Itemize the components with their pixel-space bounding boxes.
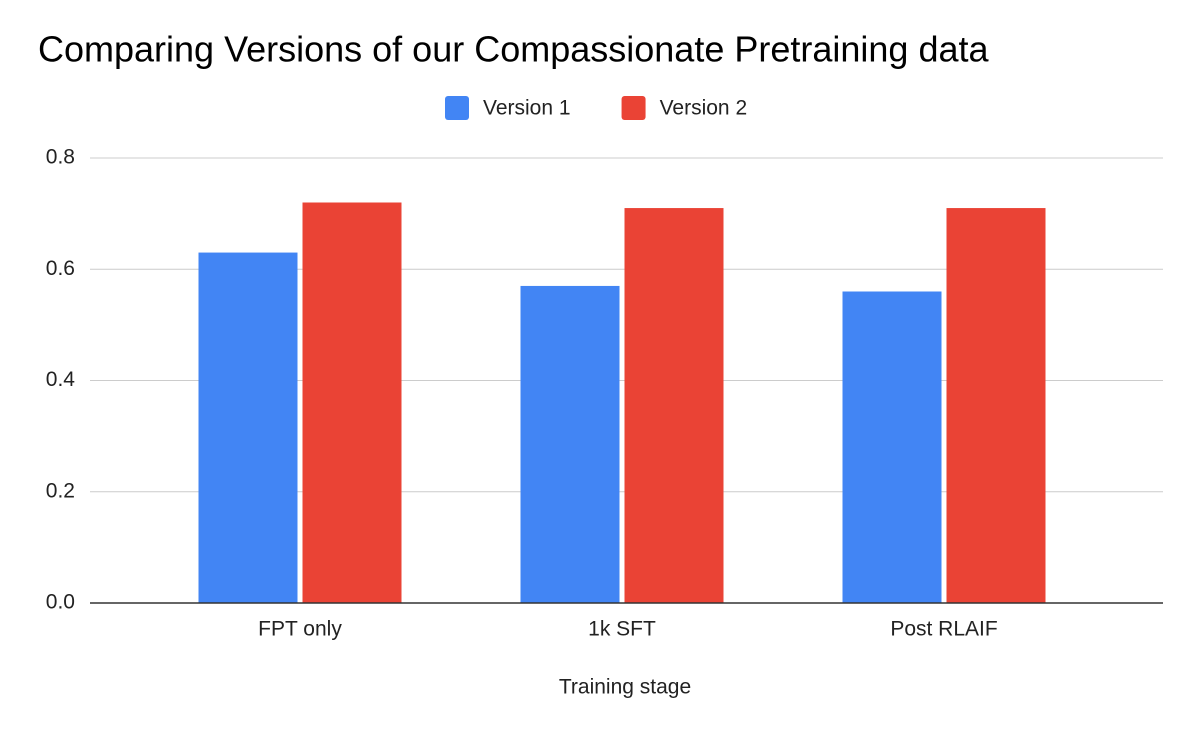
y-tick-label: 0.6 xyxy=(46,257,75,280)
y-tick-label: 0.2 xyxy=(46,479,75,502)
x-axis-label: Training stage xyxy=(559,676,691,699)
x-tick-label: Post RLAIF xyxy=(890,618,997,641)
bar xyxy=(302,202,402,603)
y-tick-label: 0.4 xyxy=(46,368,76,391)
bar xyxy=(946,208,1046,603)
legend-swatch xyxy=(445,96,469,120)
chart-title: Comparing Versions of our Compassionate … xyxy=(38,29,989,70)
legend-swatch xyxy=(621,96,646,120)
bar xyxy=(520,285,620,603)
legend-label: Version 1 xyxy=(483,97,571,120)
legend-label: Version 2 xyxy=(660,97,748,120)
bar xyxy=(624,208,724,603)
x-tick-label: 1k SFT xyxy=(588,618,656,641)
bar xyxy=(198,252,298,603)
y-tick-label: 0.8 xyxy=(46,146,75,169)
bar xyxy=(842,291,942,603)
y-tick-label: 0.0 xyxy=(46,591,75,614)
x-tick-label: FPT only xyxy=(258,618,342,641)
